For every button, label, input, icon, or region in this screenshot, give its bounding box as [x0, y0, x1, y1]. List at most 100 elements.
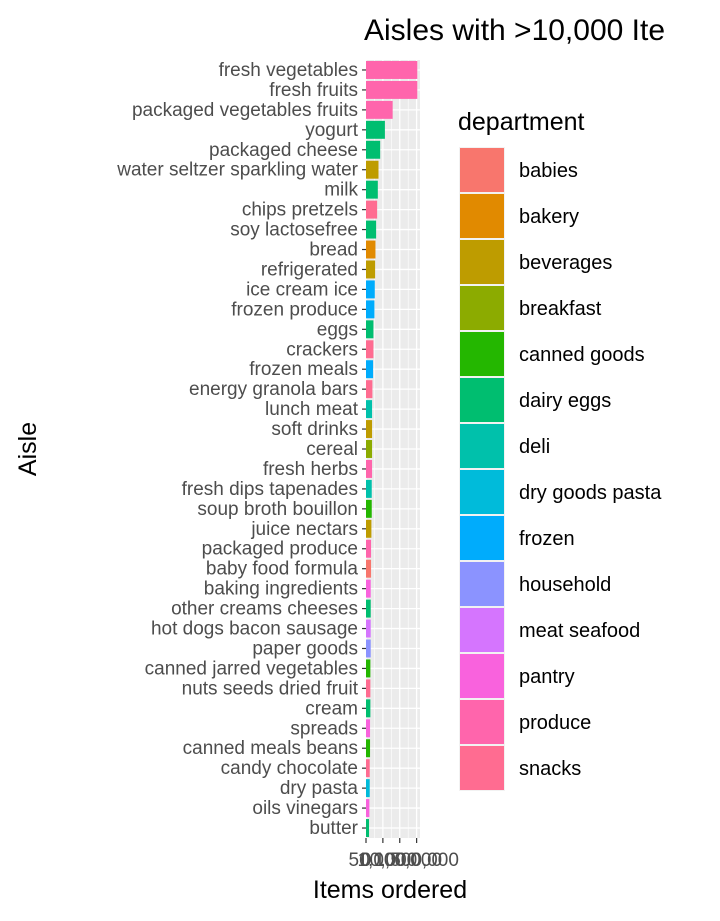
legend-swatch	[460, 240, 504, 284]
bars	[366, 60, 418, 838]
y-tick-label: packaged cheese	[209, 140, 358, 161]
legend-label: bakery	[519, 206, 579, 228]
bar	[366, 260, 376, 279]
bar	[366, 499, 372, 518]
bar	[366, 300, 375, 319]
bar	[366, 200, 378, 219]
legend-swatch	[460, 608, 504, 652]
y-tick-label: fresh fruits	[269, 80, 358, 101]
y-tick-label: juice nectars	[250, 519, 358, 540]
bar	[366, 320, 374, 339]
legend-label: snacks	[519, 758, 581, 780]
legend-swatch	[460, 148, 504, 192]
legend-swatch	[460, 332, 504, 376]
y-tick-label: soft drinks	[271, 419, 358, 440]
y-tick-label: crackers	[286, 339, 358, 360]
y-tick-label: frozen produce	[231, 299, 358, 320]
y-tick-label: soy lactosefree	[230, 220, 358, 241]
y-tick-label: water seltzer sparkling water	[116, 160, 358, 181]
bar	[366, 459, 373, 478]
y-tick-label: fresh herbs	[263, 459, 358, 480]
bar	[366, 579, 371, 598]
legend-swatch	[460, 286, 504, 330]
bar	[366, 799, 370, 818]
y-tick-label: refrigerated	[261, 259, 358, 280]
bar	[366, 559, 372, 578]
bar	[366, 80, 418, 99]
bar	[366, 699, 371, 718]
legend-title: department	[458, 108, 585, 136]
y-tick-label: packaged vegetables fruits	[132, 100, 358, 121]
legend-swatch	[460, 424, 504, 468]
y-axis-label: Aisle	[14, 422, 42, 476]
bar	[366, 519, 372, 538]
bar	[366, 479, 372, 498]
bar	[366, 120, 385, 139]
legend-swatch	[460, 746, 504, 790]
y-tick-label: other creams cheeses	[171, 599, 358, 620]
bar	[366, 360, 374, 379]
y-tick-label: bread	[309, 240, 358, 261]
legend-label: meat seafood	[519, 620, 640, 642]
y-tick-label: yogurt	[305, 120, 359, 141]
bar	[366, 400, 373, 419]
y-tick-label: chips pretzels	[242, 200, 358, 221]
y-tick-label: dry pasta	[280, 778, 359, 799]
bar	[366, 759, 370, 778]
bar	[366, 639, 371, 658]
x-tick-label: 1,000,000	[357, 850, 442, 871]
y-tick-label: butter	[309, 818, 358, 839]
bar	[366, 180, 378, 199]
legend-swatch	[460, 700, 504, 744]
y-tick-label: lunch meat	[265, 399, 359, 420]
legend-swatch	[460, 470, 504, 514]
chart-title: Aisles with >10,000 Ite	[364, 14, 665, 47]
bar	[366, 619, 371, 638]
bar	[366, 539, 372, 558]
x-axis-label: Items ordered	[313, 876, 467, 904]
bar	[366, 160, 379, 179]
y-tick-label: frozen meals	[249, 359, 358, 380]
y-tick-label: oils vinegars	[252, 798, 358, 819]
legend-swatch	[460, 654, 504, 698]
y-tick-label: fresh dips tapenades	[182, 479, 358, 500]
legend-label: babies	[519, 160, 578, 182]
legend-label: breakfast	[519, 298, 602, 320]
x-tick-label: 1,500,000	[374, 850, 459, 871]
bar	[366, 659, 371, 678]
y-tick-label: ice cream ice	[246, 279, 358, 300]
bar	[366, 739, 371, 758]
x-tick-label: 0	[361, 850, 372, 871]
y-tick-label: cereal	[306, 439, 358, 460]
bar	[366, 819, 370, 838]
legend: department babies bakery beverages breakfas…	[458, 108, 662, 791]
bar	[366, 679, 371, 698]
bar	[366, 100, 393, 119]
y-tick-label: cream	[305, 698, 358, 719]
bar	[366, 220, 377, 239]
y-tick-label: packaged produce	[202, 539, 358, 560]
y-tick-label: paper goods	[252, 638, 358, 659]
legend-swatch	[460, 562, 504, 606]
y-tick-label: nuts seeds dried fruit	[182, 678, 359, 699]
bar	[366, 60, 418, 79]
y-tick-label: canned meals beans	[183, 738, 358, 759]
legend-swatch	[460, 194, 504, 238]
y-tick-label: baking ingredients	[204, 579, 358, 600]
y-tick-label: soup broth bouillon	[197, 499, 358, 520]
y-tick-label: milk	[324, 180, 358, 201]
y-tick-label: fresh vegetables	[219, 60, 358, 81]
y-tick-label: baby food formula	[206, 559, 359, 580]
legend-swatch	[460, 378, 504, 422]
legend-label: pantry	[519, 666, 575, 688]
bar	[366, 240, 376, 259]
bar	[366, 779, 370, 798]
y-tick-label: energy granola bars	[189, 379, 358, 400]
legend-label: beverages	[519, 252, 612, 274]
y-tick-label: spreads	[290, 718, 358, 739]
legend-label: frozen	[519, 528, 575, 550]
y-tick-label: hot dogs bacon sausage	[151, 619, 358, 640]
